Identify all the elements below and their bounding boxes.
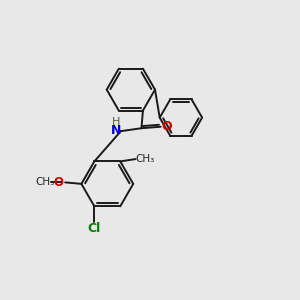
Text: CH₃: CH₃ <box>135 154 154 164</box>
Text: Cl: Cl <box>88 223 101 236</box>
Text: O: O <box>162 120 172 133</box>
Text: CH₃: CH₃ <box>35 177 54 188</box>
Text: O: O <box>54 176 64 189</box>
Text: H: H <box>112 117 120 127</box>
Text: N: N <box>111 124 121 137</box>
